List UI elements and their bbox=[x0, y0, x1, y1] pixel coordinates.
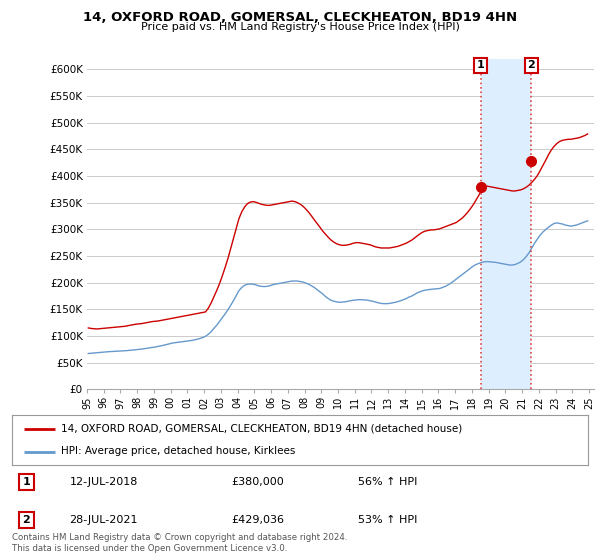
Text: 14, OXFORD ROAD, GOMERSAL, CLECKHEATON, BD19 4HN (detached house): 14, OXFORD ROAD, GOMERSAL, CLECKHEATON, … bbox=[61, 423, 462, 433]
Text: 2: 2 bbox=[527, 60, 535, 71]
Text: £429,036: £429,036 bbox=[231, 515, 284, 525]
Text: 28-JUL-2021: 28-JUL-2021 bbox=[70, 515, 138, 525]
Text: 14, OXFORD ROAD, GOMERSAL, CLECKHEATON, BD19 4HN: 14, OXFORD ROAD, GOMERSAL, CLECKHEATON, … bbox=[83, 11, 517, 24]
Text: £380,000: £380,000 bbox=[231, 477, 284, 487]
Text: 53% ↑ HPI: 53% ↑ HPI bbox=[358, 515, 417, 525]
Text: Price paid vs. HM Land Registry's House Price Index (HPI): Price paid vs. HM Land Registry's House … bbox=[140, 22, 460, 32]
Text: Contains HM Land Registry data © Crown copyright and database right 2024.
This d: Contains HM Land Registry data © Crown c… bbox=[12, 533, 347, 553]
Bar bbox=[481, 59, 531, 389]
Text: 2: 2 bbox=[23, 515, 30, 525]
Text: 1: 1 bbox=[23, 477, 30, 487]
Text: HPI: Average price, detached house, Kirklees: HPI: Average price, detached house, Kirk… bbox=[61, 446, 295, 456]
Text: 56% ↑ HPI: 56% ↑ HPI bbox=[358, 477, 417, 487]
Text: 12-JUL-2018: 12-JUL-2018 bbox=[70, 477, 138, 487]
Text: 1: 1 bbox=[477, 60, 485, 71]
